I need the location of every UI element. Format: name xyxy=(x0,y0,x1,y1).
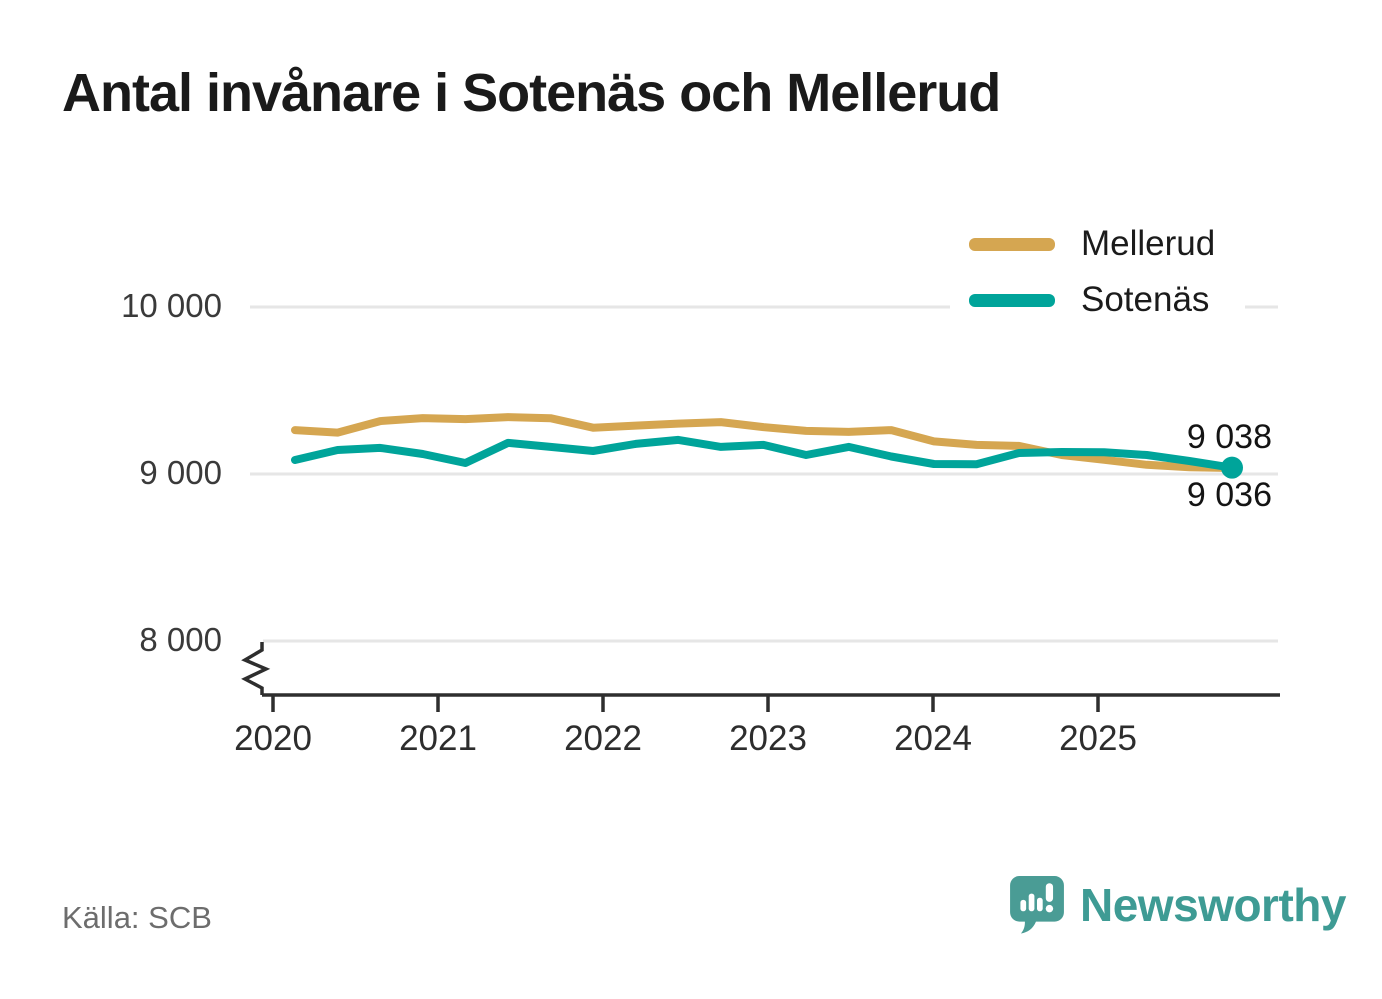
x-tick-label-2022: 2022 xyxy=(564,719,642,758)
sotens-line xyxy=(291,435,1236,472)
sotenas-line-swatch xyxy=(969,293,1055,307)
legend: Mellerud Sotenäs xyxy=(950,220,1246,330)
legend-item-mellerud: Mellerud xyxy=(969,224,1215,264)
x-tick-label-2024: 2024 xyxy=(894,719,972,758)
x-tick-label-2025: 2025 xyxy=(1059,719,1137,758)
y-tick-label-9000: 9 000 xyxy=(139,454,222,491)
brand-footer: Newsworthy xyxy=(1010,876,1346,934)
source-note: Källa: SCB xyxy=(62,900,212,935)
legend-item-sotenas: Sotenäs xyxy=(969,280,1215,320)
sotens-end-dot xyxy=(1221,456,1243,479)
x-tick-label-2021: 2021 xyxy=(399,719,477,758)
brand-name: Newsworthy xyxy=(1080,879,1346,931)
y-tick-label-8000: 8 000 xyxy=(139,621,222,658)
mellerud-line xyxy=(291,413,1236,472)
axis-break-zigzag xyxy=(241,642,271,695)
sotenas-end-value: 9 038 xyxy=(1186,418,1272,456)
y-tick-label-10000: 10 000 xyxy=(121,287,222,324)
newsworthy-logo-icon xyxy=(1010,876,1064,934)
x-tick-label-2023: 2023 xyxy=(729,719,807,758)
legend-label-sotenas: Sotenäs xyxy=(1081,280,1210,319)
x-tick-label-2020: 2020 xyxy=(234,719,312,758)
mellerud-end-value: 9 036 xyxy=(1186,476,1272,514)
chart-title: Antal invånare i Sotenäs och Mellerud xyxy=(62,63,1001,123)
mellerud-line-swatch xyxy=(969,237,1055,251)
legend-label-mellerud: Mellerud xyxy=(1081,224,1216,263)
